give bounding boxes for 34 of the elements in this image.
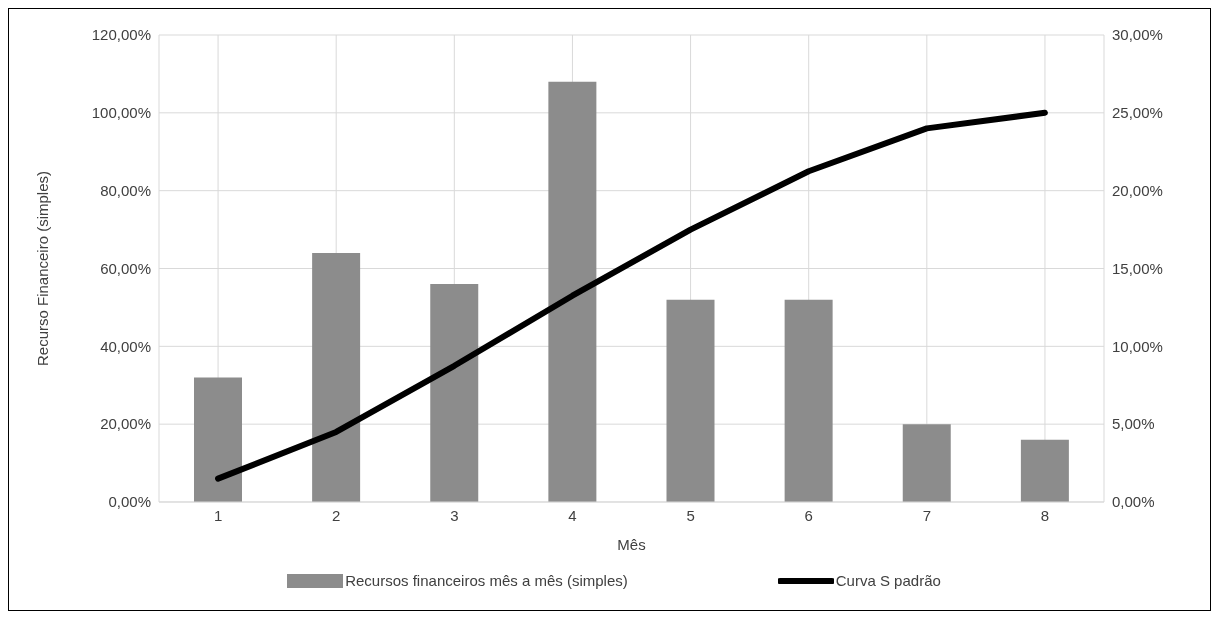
y-tick-label: 40,00% [100,337,151,355]
y-tick-label: 80,00% [100,181,151,199]
legend-label: Recursos financeiros mês a mês (simples) [345,572,628,589]
y2-tick-label: 25,00% [1112,104,1163,122]
x-tick-label: 4 [568,506,577,524]
y2-tick-label: 5,00% [1112,415,1155,433]
bar [1020,439,1069,502]
y2-tick-label: 20,00% [1112,181,1163,199]
y-tick-label: 0,00% [108,493,151,511]
y2-tick-label: 0,00% [1112,493,1155,511]
bar [312,252,361,502]
y-tick-label: 20,00% [100,415,151,433]
y-axis-title: Recurso Financeiro (simples) [34,170,52,367]
y2-tick-label: 10,00% [1112,337,1163,355]
bar [666,299,715,502]
y2-tick-label: 15,00% [1112,259,1163,277]
x-tick-label: 3 [450,506,459,524]
bar [194,377,242,502]
x-tick-label: 8 [1040,506,1050,524]
y-tick-label: 100,00% [91,104,151,122]
x-tick-label: 7 [922,506,931,524]
x-axis-title: Mês [617,536,646,553]
x-tick-label: 5 [686,506,695,524]
legend-label: Curva S padrão [835,572,941,589]
x-tick-label: 2 [332,506,341,524]
x-tick-label: 6 [804,506,813,524]
bar [784,299,833,502]
y2-tick-label: 30,00% [1112,26,1163,44]
y-tick-label: 60,00% [100,259,151,277]
y-tick-label: 120,00% [91,26,151,44]
bar [902,424,951,502]
bar [430,284,479,502]
x-tick-label: 1 [213,506,223,524]
bar [548,81,597,502]
